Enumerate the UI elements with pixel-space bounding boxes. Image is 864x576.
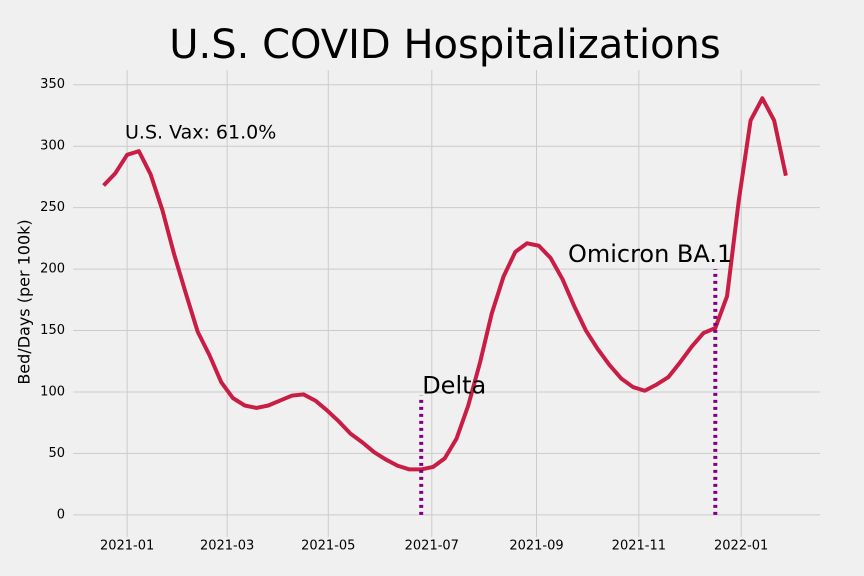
event-label: Omicron BA.1 <box>568 240 732 268</box>
x-tick-label: 2021-05 <box>301 539 355 554</box>
x-tick-label: 2022-01 <box>714 539 768 554</box>
y-tick-label: 100 <box>40 384 65 399</box>
y-tick-label: 350 <box>40 77 65 92</box>
y-tick-label: 50 <box>48 446 65 461</box>
x-tick-label: 2021-11 <box>612 539 666 554</box>
x-tick-label: 2021-03 <box>200 539 254 554</box>
x-tick-label: 2021-07 <box>405 539 459 554</box>
y-tick-label: 250 <box>40 200 65 215</box>
x-tick-label: 2021-01 <box>100 539 154 554</box>
x-tick-label: 2021-09 <box>509 539 563 554</box>
y-axis-label: Bed/Days (per 100k) <box>15 219 34 384</box>
y-tick-label: 0 <box>57 507 65 522</box>
line-series <box>102 96 788 472</box>
y-tick-label: 300 <box>40 139 65 154</box>
annotation: U.S. Vax: 61.0% <box>125 122 276 144</box>
chart-title: U.S. COVID Hospitalizations <box>169 22 720 68</box>
y-tick-label: 200 <box>40 262 65 277</box>
y-tick-label: 150 <box>40 323 65 338</box>
event-label: Delta <box>422 372 486 400</box>
